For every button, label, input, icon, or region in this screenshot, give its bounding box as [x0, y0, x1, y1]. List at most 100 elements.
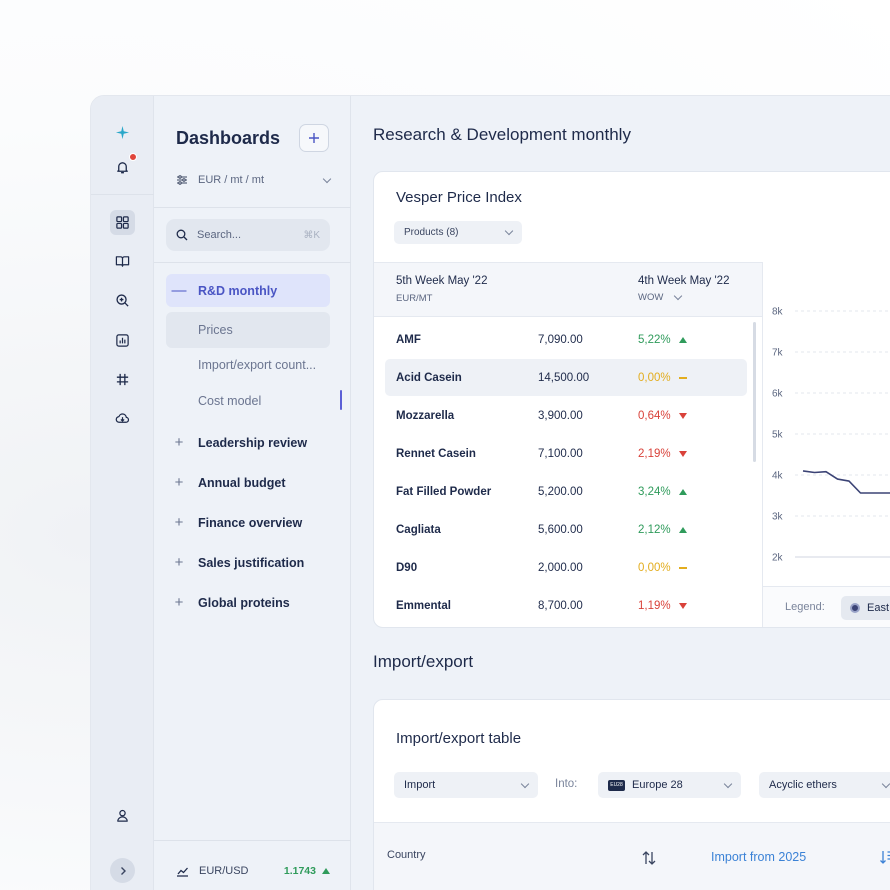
sort-icon[interactable] [641, 850, 657, 866]
chevron-right-icon [120, 866, 126, 875]
dashboards-panel: Dashboards EUR / mt / mt Search... ⌘K — … [154, 96, 351, 890]
col1-title: 5th Week May '22 [396, 275, 488, 287]
icon-rail [91, 96, 154, 890]
table-row[interactable]: Emmental 8,700.00 1,19% [385, 587, 747, 624]
table-row[interactable]: Rennet Casein 7,100.00 2,19% [385, 435, 747, 472]
report-chart-icon[interactable] [110, 328, 135, 353]
product-name: Fat Filled Powder [396, 485, 492, 498]
price-index-card: Vesper Price Index Products (8) 5th Week… [373, 171, 890, 628]
cloud-download-icon[interactable] [110, 406, 135, 431]
table-row[interactable]: D90 2,000.00 0,00% [385, 549, 747, 586]
product-change: 5,22% [638, 333, 671, 346]
type-select[interactable]: Import [394, 772, 538, 798]
search-icon [176, 229, 188, 241]
nav-item-label: Global proteins [198, 595, 290, 610]
expand-sidebar-button[interactable] [110, 858, 135, 883]
sub-item-cost-model[interactable]: Cost model [198, 394, 262, 408]
table-row[interactable]: Acid Casein 14,500.00 0,00% [385, 359, 747, 396]
nav-item-global-proteins[interactable]: + Global proteins [166, 586, 330, 619]
arrow-up-icon [679, 488, 687, 495]
search-input[interactable]: Search... ⌘K [166, 219, 330, 251]
legend-label: Legend: [785, 601, 825, 613]
chart-legend: Legend: East [763, 586, 890, 627]
y-tick-label: 4k [772, 471, 784, 482]
product-name: Acid Casein [396, 371, 462, 384]
nav-item-finance-overview[interactable]: + Finance overview [166, 506, 330, 539]
flat-dash-icon [679, 566, 687, 569]
table-chart-divider [762, 262, 763, 627]
card-title: Vesper Price Index [396, 189, 522, 206]
product-change: 0,64% [638, 409, 671, 422]
product-name: AMF [396, 333, 421, 346]
table-row[interactable]: AMF 7,090.00 5,22% [385, 321, 747, 358]
fx-pair: EUR/USD [199, 865, 249, 877]
sparkle-logo-icon[interactable] [110, 120, 135, 145]
currency-selector[interactable]: EUR / mt / mt [176, 171, 332, 189]
sort-desc-icon[interactable] [879, 849, 890, 865]
product-value: 5,200.00 [538, 485, 583, 498]
arrow-down-icon [679, 450, 687, 457]
price-chart: 8k 7k 6k 5k 4k 3k 2k [763, 263, 890, 587]
currency-label: EUR / mt / mt [198, 174, 264, 186]
nav-item-sales-justification[interactable]: + Sales justification [166, 546, 330, 579]
app-window: Dashboards EUR / mt / mt Search... ⌘K — … [90, 95, 890, 890]
product-select[interactable]: Acyclic ethers [759, 772, 890, 798]
price-table-header: 5th Week May '22 EUR/MT 4th Week May '22… [374, 262, 762, 317]
search-placeholder: Search... [197, 229, 242, 241]
chevron-down-icon [322, 174, 332, 183]
add-dashboard-button[interactable] [299, 124, 329, 152]
chevron-down-icon [520, 779, 530, 788]
filter-label: Products (8) [404, 227, 459, 238]
y-tick-label: 6k [772, 389, 784, 400]
chevron-down-icon [504, 226, 514, 236]
region-select[interactable]: EU28 Europe 28 [598, 772, 741, 798]
hashtag-icon[interactable] [110, 367, 135, 392]
table-row[interactable]: Mozzarella 3,900.00 0,64% [385, 397, 747, 434]
nav-item-rd-monthly[interactable]: — R&D monthly [166, 274, 330, 307]
user-icon[interactable] [110, 803, 135, 828]
legend-item-label: East [867, 602, 890, 614]
trend-chart-icon [177, 867, 188, 877]
search-zoom-icon[interactable] [110, 288, 135, 313]
product-value: 14,500.00 [538, 371, 590, 384]
plus-icon: + [174, 514, 184, 531]
fx-rate: 1.1743 [283, 865, 316, 877]
plus-icon: + [174, 434, 184, 451]
table-scrollbar[interactable] [753, 322, 756, 462]
panel-divider [154, 262, 351, 263]
import-export-table-header: Country Import from 2025 [374, 822, 890, 890]
arrow-up-icon [679, 336, 687, 343]
legend-item-east[interactable]: East [841, 596, 890, 620]
into-label: Into: [555, 778, 578, 790]
y-tick-label: 5k [772, 430, 784, 441]
table-row[interactable]: Cagliata 5,600.00 2,12% [385, 511, 747, 548]
nav-item-annual-budget[interactable]: + Annual budget [166, 466, 330, 499]
col-country: Country [387, 849, 426, 861]
col2-dropdown[interactable]: WOW [638, 291, 683, 303]
product-value: 8,700.00 [538, 599, 583, 612]
sub-item-import-export[interactable]: Import/export count... [198, 358, 317, 372]
chevron-down-icon [674, 291, 683, 301]
products-filter[interactable]: Products (8) [394, 221, 522, 244]
series-line-east [802, 470, 890, 494]
sub-item-prices[interactable]: Prices [166, 312, 330, 348]
col2-title: 4th Week May '22 [638, 275, 730, 287]
table-row[interactable]: Fat Filled Powder 5,200.00 3,24% [385, 473, 747, 510]
eu-flag-icon: EU28 [608, 779, 625, 791]
plus-icon: + [174, 474, 184, 491]
product-name: Cagliata [396, 523, 441, 536]
product-change: 3,24% [638, 485, 671, 498]
dashboard-grid-icon[interactable] [110, 210, 135, 235]
col1-subtitle: EUR/MT [396, 293, 433, 304]
col-import[interactable]: Import from 2025 [711, 850, 807, 864]
section-title-import-export: Import/export [373, 652, 474, 671]
product-value: 7,090.00 [538, 333, 583, 346]
product-select-value: Acyclic ethers [769, 779, 837, 791]
book-icon[interactable] [110, 249, 135, 274]
import-export-card: Import/export table Import Into: EU28 Eu… [373, 699, 890, 890]
section-title-rd: Research & Development monthly [373, 125, 631, 144]
nav-item-leadership-review[interactable]: + Leadership review [166, 426, 330, 459]
bell-icon[interactable] [110, 155, 135, 180]
panel-divider [154, 840, 351, 841]
minus-icon: — [171, 282, 187, 299]
